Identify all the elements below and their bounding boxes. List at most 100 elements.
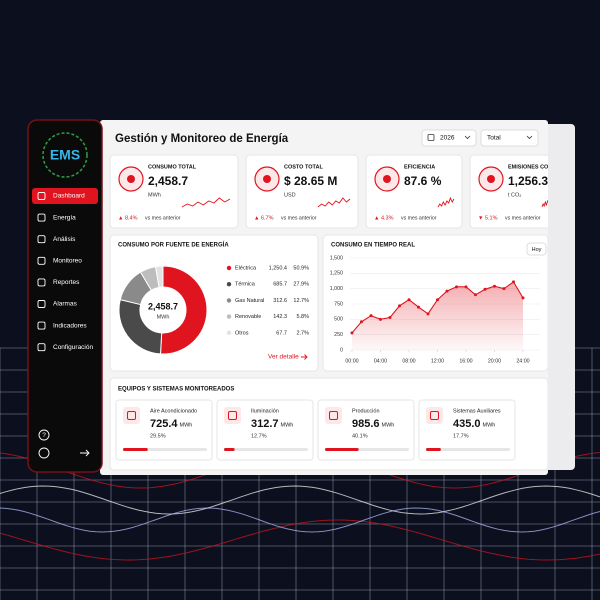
panel-title: CONSUMO EN TIEMPO REAL (331, 243, 415, 249)
line-point (473, 293, 477, 297)
link-arrow (301, 354, 308, 360)
menu-item[interactable]: Indicadores (53, 322, 87, 329)
legend-value: 142.3 (273, 314, 287, 320)
kpi-note: vs mes anterior (401, 215, 437, 221)
legend-value: 312.6 (273, 298, 287, 304)
menu-icon (37, 235, 46, 244)
equipment-name: Producción (352, 408, 380, 414)
kpi-value: 87.6 % (404, 174, 442, 188)
line-point (455, 285, 459, 289)
legend-value: 685.7 (273, 282, 287, 288)
kpi-unit: USD (284, 192, 296, 198)
chevron (526, 135, 533, 140)
legend-percent: 5.8% (296, 314, 309, 320)
line-point (464, 285, 468, 289)
equipment-icon (325, 407, 342, 424)
line-point (369, 314, 373, 318)
legend-percent: 2.7% (296, 330, 309, 336)
equipment-percent: 12.7% (251, 433, 267, 439)
logo: EMS (50, 147, 80, 163)
help-icon (38, 429, 50, 441)
legend-name: Renovable (235, 314, 261, 320)
range-label[interactable]: Hoy (532, 247, 542, 253)
legend-swatch (226, 314, 232, 319)
x-tick-label: 20:00 (488, 358, 501, 364)
kpi-unit: MWh (148, 192, 161, 198)
menu-icon (37, 213, 46, 222)
donut-slice (159, 265, 208, 355)
equipment-icon (123, 407, 140, 424)
line-point (493, 284, 496, 288)
legend-value: 67.7 (276, 330, 287, 336)
legend-name: Otros (235, 330, 249, 336)
range-button (526, 242, 547, 256)
legend-name: Eléctrica (235, 265, 257, 271)
menu-item[interactable]: Reportes (53, 279, 80, 286)
equipment-percent: 29.5% (150, 433, 166, 439)
equipment-icon-glyph (127, 411, 136, 420)
filter-select (480, 129, 539, 147)
equipment-name: Aire Acondicionado (150, 408, 197, 414)
menu-icon (37, 192, 46, 200)
progress-bar (426, 448, 441, 451)
y-tick-label: 0 (340, 347, 343, 353)
donut-total: 2,458.7 (148, 301, 178, 311)
y-tick-label: 1,500 (330, 255, 343, 261)
help[interactable]: ? (42, 432, 46, 439)
progress-bar (325, 448, 359, 451)
menu-item[interactable]: Dashboard (53, 193, 85, 200)
kpi-value: $ 28.65 M (284, 174, 337, 188)
equipment-icon (224, 407, 241, 424)
kpi-value: 2,458.7 (148, 174, 188, 188)
kpi-note: vs mes anterior (281, 215, 317, 221)
equipment-icon-glyph (329, 411, 338, 420)
kpi-change: ▼ 5.1% (478, 215, 498, 221)
panel-title: CONSUMO POR FUENTE DE ENERGÍA (118, 241, 229, 249)
line-point (445, 289, 449, 293)
kpi-icon-dot (263, 175, 271, 183)
logo-ring (42, 132, 88, 178)
x-tick-label: 04:00 (374, 358, 387, 364)
sidebar (27, 119, 103, 473)
line-point (388, 315, 392, 319)
progress-bar (224, 448, 235, 451)
donut-hole (140, 287, 186, 333)
equipment-unit: MWh (483, 422, 496, 428)
donut-slice (154, 265, 164, 288)
line-area (352, 281, 523, 350)
legend-value: 1,250.4 (269, 265, 287, 271)
x-tick-label: 12:00 (431, 358, 444, 364)
kpi-note: vs mes anterior (505, 215, 541, 221)
equipment-value: 725.4 (150, 418, 178, 430)
legend-swatch (226, 265, 232, 271)
equipment-name: Sistemas Auxiliares (453, 408, 501, 414)
logout-icon (80, 449, 90, 457)
line-point (436, 298, 439, 302)
y-tick-label: 500 (334, 317, 343, 323)
sparkline (181, 197, 231, 208)
calendar-icon (427, 134, 435, 141)
progress-track (426, 448, 510, 451)
menu-item[interactable]: Monitoreo (53, 258, 82, 265)
filter[interactable]: Total (487, 135, 501, 142)
equipment-value: 985.6 (352, 418, 380, 430)
wave (0, 519, 600, 561)
legend-percent: 50.9% (293, 265, 309, 271)
legend-percent: 12.7% (293, 298, 309, 304)
detail-link[interactable]: Ver detalle (268, 354, 299, 361)
menu-icon (37, 300, 46, 308)
year[interactable]: 2026 (440, 135, 455, 142)
menu-item[interactable]: Análisis (53, 236, 76, 243)
sparkline (317, 197, 351, 208)
wave (0, 507, 600, 533)
donut-unit: MWh (157, 314, 170, 320)
menu-active (32, 188, 98, 204)
wave (0, 485, 600, 515)
y-tick-label: 250 (334, 332, 343, 338)
menu-item[interactable]: Alarmas (53, 301, 78, 308)
line-point (379, 317, 382, 321)
x-tick-label: 08:00 (402, 358, 415, 364)
menu-item[interactable]: Energía (53, 214, 76, 221)
menu-item[interactable]: Configuración (53, 344, 93, 351)
